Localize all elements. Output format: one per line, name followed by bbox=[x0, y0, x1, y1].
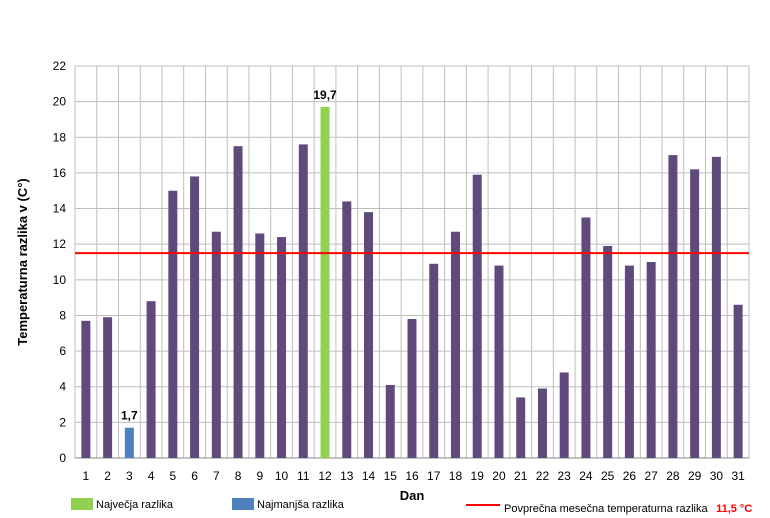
x-tick-label: 28 bbox=[666, 469, 680, 483]
legend-max-swatch bbox=[71, 498, 93, 510]
y-tick-label: 12 bbox=[53, 237, 67, 251]
x-tick-label: 17 bbox=[427, 469, 441, 483]
bar bbox=[537, 388, 547, 458]
legend-average-value: 11,5 °C bbox=[716, 503, 752, 515]
legend: Največja razlika Najmanjša razlika Povpr… bbox=[71, 498, 752, 516]
x-tick-label: 27 bbox=[644, 469, 658, 483]
x-tick-label: 22 bbox=[536, 469, 550, 483]
bar bbox=[450, 231, 460, 458]
y-tick-label: 20 bbox=[53, 95, 67, 109]
y-tick-label: 14 bbox=[53, 202, 67, 216]
bar bbox=[168, 190, 178, 458]
bar bbox=[255, 233, 265, 458]
x-tick-label: 24 bbox=[579, 469, 593, 483]
bar bbox=[733, 304, 743, 458]
y-tick-label: 6 bbox=[59, 344, 66, 358]
data-label-max: 19,7 bbox=[313, 88, 337, 102]
y-axis-title: Temperaturna razlika v (C°) bbox=[15, 178, 30, 346]
x-tick-label: 8 bbox=[235, 469, 242, 483]
x-tick-label: 10 bbox=[275, 469, 289, 483]
bar-min bbox=[124, 427, 134, 458]
bar bbox=[472, 174, 482, 458]
y-tick-label: 18 bbox=[53, 130, 67, 144]
x-tick-label: 21 bbox=[514, 469, 528, 483]
y-tick-label: 4 bbox=[59, 380, 66, 394]
x-tick-label: 4 bbox=[148, 469, 155, 483]
x-tick-label: 20 bbox=[492, 469, 506, 483]
x-tick-label: 2 bbox=[104, 469, 111, 483]
x-tick-label: 30 bbox=[710, 469, 724, 483]
bar bbox=[81, 320, 91, 458]
x-tick-label: 1 bbox=[83, 469, 90, 483]
bar bbox=[407, 319, 417, 458]
x-tick-label: 5 bbox=[169, 469, 176, 483]
x-tick-label: 26 bbox=[623, 469, 637, 483]
x-axis-title: Dan bbox=[400, 488, 425, 503]
bar bbox=[711, 156, 721, 458]
bar bbox=[190, 176, 200, 459]
bar bbox=[494, 265, 504, 458]
x-tick-label: 11 bbox=[297, 469, 310, 483]
bar bbox=[559, 372, 569, 458]
bar-max bbox=[320, 106, 330, 459]
bar bbox=[581, 217, 591, 458]
bar bbox=[429, 263, 439, 458]
x-axis-ticks: 1 2 3 4 5 6 7 8 9 10 11 12 13 14 15 16 17 18 19 20 21 22 23 24 2… bbox=[83, 469, 746, 483]
y-tick-label: 8 bbox=[59, 308, 66, 322]
y-tick-label: 22 bbox=[53, 59, 67, 73]
y-tick-label: 0 bbox=[59, 451, 66, 465]
bar bbox=[103, 317, 113, 458]
legend-max-label: Največja razlika bbox=[96, 499, 174, 511]
x-tick-label: 15 bbox=[384, 469, 398, 483]
bar bbox=[516, 397, 526, 458]
x-tick-label: 23 bbox=[558, 469, 572, 483]
x-tick-label: 16 bbox=[405, 469, 419, 483]
bar bbox=[233, 146, 243, 458]
bar bbox=[364, 212, 374, 458]
x-tick-label: 31 bbox=[731, 469, 745, 483]
x-tick-label: 18 bbox=[449, 469, 463, 483]
y-tick-label: 10 bbox=[53, 273, 67, 287]
y-tick-label: 16 bbox=[53, 166, 67, 180]
x-tick-label: 13 bbox=[340, 469, 354, 483]
y-tick-label: 2 bbox=[59, 415, 66, 429]
y-axis-ticks: 0 2 4 6 8 10 12 14 16 18 20 22 bbox=[53, 59, 67, 465]
bar bbox=[146, 301, 156, 458]
bar bbox=[603, 245, 613, 458]
bar bbox=[646, 262, 656, 458]
bar bbox=[277, 237, 287, 458]
legend-min-label: Najmanjša razlika bbox=[257, 499, 345, 511]
bar bbox=[211, 231, 221, 458]
x-tick-label: 25 bbox=[601, 469, 615, 483]
bar bbox=[668, 155, 678, 458]
legend-min-swatch bbox=[232, 498, 254, 510]
x-tick-label: 19 bbox=[471, 469, 485, 483]
bar bbox=[385, 384, 395, 458]
x-tick-label: 6 bbox=[191, 469, 198, 483]
data-labels: 19,7 1,7 bbox=[121, 88, 337, 423]
data-label-min: 1,7 bbox=[121, 409, 138, 423]
x-tick-label: 3 bbox=[126, 469, 133, 483]
x-tick-label: 14 bbox=[362, 469, 376, 483]
bar bbox=[298, 144, 308, 458]
bar bbox=[342, 201, 352, 458]
legend-average-label: Povprečna mesečna temperaturna razlika bbox=[504, 503, 708, 515]
bar bbox=[624, 265, 634, 458]
x-tick-label: 12 bbox=[318, 469, 332, 483]
x-tick-label: 7 bbox=[213, 469, 220, 483]
bars bbox=[81, 106, 743, 459]
x-tick-label: 9 bbox=[256, 469, 263, 483]
x-tick-label: 29 bbox=[688, 469, 702, 483]
bar bbox=[690, 169, 700, 458]
legend-average: Povprečna mesečna temperaturna razlika 1… bbox=[504, 499, 752, 516]
